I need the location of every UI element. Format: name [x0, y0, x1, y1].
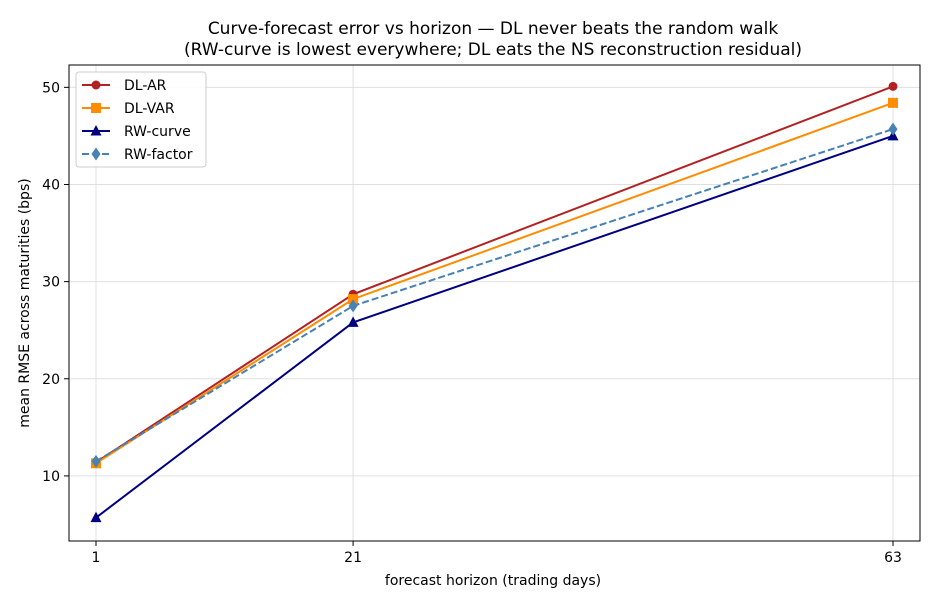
series-rw-factor	[91, 122, 898, 468]
legend-marker	[91, 147, 101, 161]
data-point-rw-factor	[348, 299, 358, 313]
series-layer	[90, 81, 899, 523]
data-point-rw-curve	[90, 511, 102, 523]
y-tick-label: 10	[42, 469, 60, 485]
legend-marker	[91, 80, 101, 90]
legend-box	[75, 71, 207, 168]
axes: 1 21 63 10 20 30 40 50	[42, 80, 902, 566]
data-point-rw-factor	[91, 454, 101, 468]
x-axis-label: forecast horizon (trading days)	[385, 573, 601, 589]
legend-label: DL-AR	[124, 78, 167, 94]
data-point-dl-var	[348, 294, 359, 305]
x-tick-label: 21	[344, 550, 362, 566]
legend-label: RW-curve	[124, 124, 191, 140]
legend-marker	[90, 125, 102, 136]
legend-entry-rw-curve: RW-curve	[82, 124, 191, 140]
legend: DL-AR DL-VAR RW-curve RW-factor	[75, 71, 207, 168]
y-tick-label: 40	[42, 177, 60, 193]
x-tick-label: 63	[884, 550, 902, 566]
y-axis-label: mean RMSE across maturities (bps)	[17, 178, 33, 427]
data-point-dl-var	[888, 97, 899, 108]
legend-entry-rw-factor: RW-factor	[82, 147, 193, 163]
y-tick-label: 30	[42, 275, 60, 291]
chart-title: Curve-forecast error vs horizon — DL nev…	[208, 19, 779, 39]
y-tick-label: 50	[42, 80, 60, 96]
plot-frame	[68, 64, 921, 542]
y-tick-label: 20	[42, 372, 60, 388]
data-point-rw-curve	[347, 316, 359, 327]
data-point-dl-ar	[888, 81, 898, 91]
legend-entry-dl-var: DL-VAR	[82, 101, 175, 117]
legend-label: DL-VAR	[124, 101, 175, 117]
legend-label: RW-factor	[124, 147, 193, 163]
legend-entry-dl-ar: DL-AR	[82, 78, 167, 94]
x-tick-label: 1	[92, 550, 101, 566]
legend-marker	[91, 103, 101, 113]
chart-subtitle: (RW-curve is lowest everywhere; DL eats …	[184, 40, 802, 60]
data-point-rw-factor	[888, 122, 898, 136]
series-rw-curve	[90, 129, 899, 523]
